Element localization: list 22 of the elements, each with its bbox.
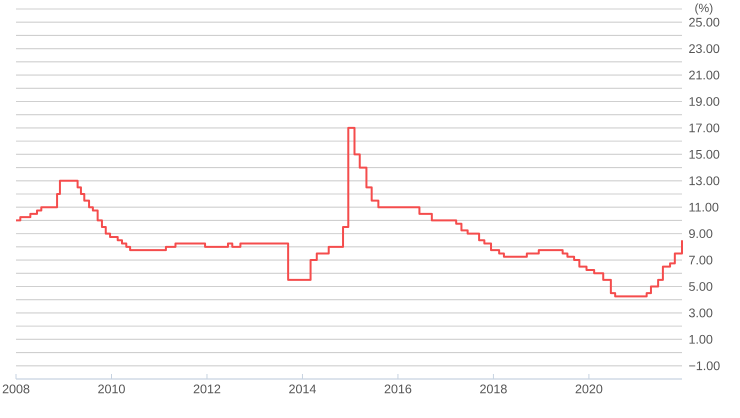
y-tick-label: −1.00	[689, 361, 720, 370]
y-tick-label: 13.00	[689, 176, 720, 186]
x-tick-label: 2012	[194, 384, 220, 394]
x-tick-label: 2020	[576, 384, 602, 394]
y-tick-label: 17.00	[689, 124, 720, 132]
x-tick-label: 2008	[2, 384, 30, 394]
y-axis-title: (%)	[695, 3, 712, 15]
y-tick-label: 25.00	[689, 18, 720, 27]
x-tick-label: 2018	[480, 384, 507, 394]
x-tick-label: 2014	[289, 384, 316, 394]
y-tick-label: 7.00	[689, 256, 712, 264]
y-tick-label: 19.00	[689, 97, 720, 106]
y-tick-label: 15.00	[689, 150, 720, 159]
y-tick-label: 3.00	[688, 308, 712, 318]
y-tick-label: 23.00	[689, 44, 720, 54]
y-tick-label: 11.00	[689, 202, 718, 212]
y-tick-label: 5.00	[689, 282, 712, 291]
y-tick-label: 9.00	[689, 229, 712, 238]
x-tick-label: 2010	[98, 384, 125, 394]
y-tick-label: 21.00	[689, 70, 720, 80]
x-tick-label: 2016	[384, 384, 412, 394]
y-tick-label: 1.00	[689, 334, 712, 344]
